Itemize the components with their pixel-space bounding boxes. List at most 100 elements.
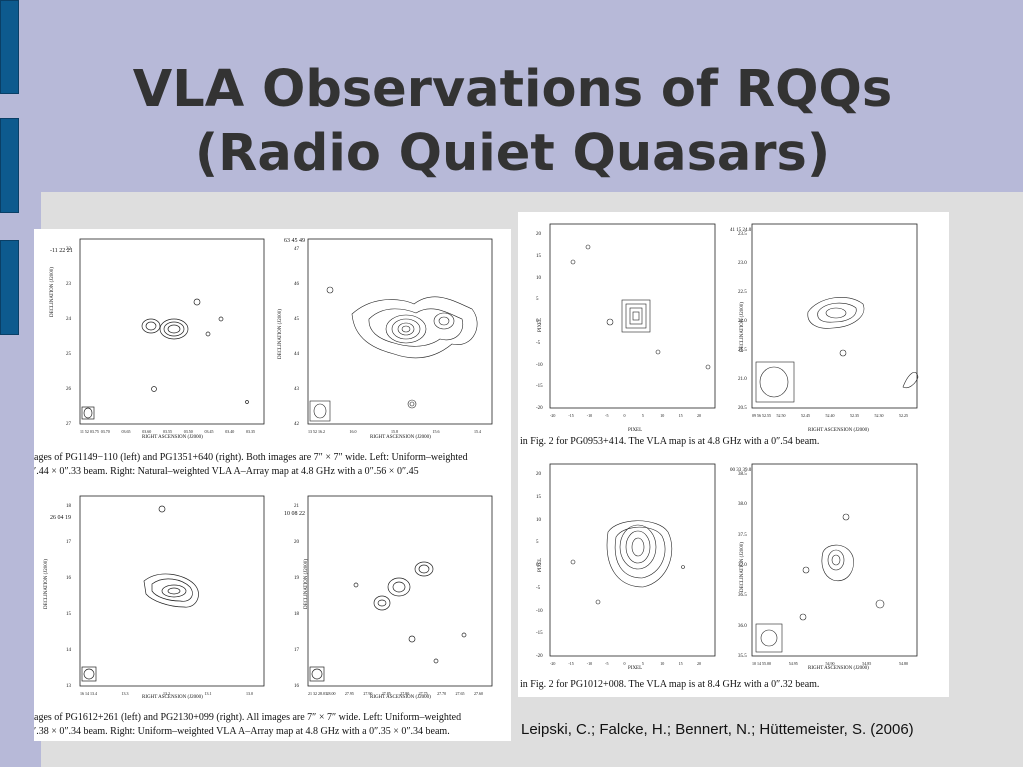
tl-xtick: 03.35 <box>246 429 255 434</box>
rbl-ytick: 10 <box>536 517 541 523</box>
bl-xtick: 13.3 <box>121 691 129 696</box>
rbl-ytick: -10 <box>536 608 543 614</box>
rbl-xtick: -15 <box>568 661 574 666</box>
rbr-ytick: 37.5 <box>738 532 747 538</box>
rbr-ytick: 38.0 <box>738 502 747 508</box>
left-figure-plots <box>79 238 493 687</box>
br-ytick: 17 <box>294 648 299 653</box>
rb-pixel-xlabel: PIXEL <box>628 666 643 671</box>
citation: Leipski, C.; Falcke, H.; Bennert, N.; Hü… <box>521 721 914 738</box>
bl-ytick: 14 <box>66 648 71 653</box>
rtr-ytick: 21.0 <box>738 377 747 382</box>
tr-ytick: 46 <box>294 282 299 287</box>
tr-ylabel: DECLINATION (J2000) <box>278 309 283 359</box>
br-ytick: 21 <box>294 504 299 509</box>
rbl-ytick: 0 <box>536 563 539 568</box>
rt-sky-corner: 41 15 24.0 <box>730 228 752 233</box>
bl-ytick: 16 <box>66 576 71 581</box>
rtr-ytick: 20.5 <box>738 406 747 411</box>
tl-xlabel: RIGHT ASCENSION (J2000) <box>142 435 203 440</box>
rtl-xtick: -10 <box>586 413 593 418</box>
rtl-xtick: -15 <box>568 413 574 418</box>
tr-xtick: 15.4 <box>474 429 481 434</box>
tl-xtick: 03.50 <box>183 429 193 434</box>
tl-corner-label: -11 22 21 <box>50 248 73 254</box>
rtr-ytick: 23.0 <box>738 261 747 266</box>
tr-xtick: 15.8 <box>391 429 398 434</box>
tl-xtick: 03.70 <box>100 429 110 434</box>
br-xtick: 27.60 <box>474 691 483 696</box>
tr-ytick: 42 <box>294 422 299 427</box>
rtl-ytick: 5 <box>536 297 539 303</box>
rbl-xtick: 0 <box>623 661 626 666</box>
tr-xtick: 16.0 <box>349 429 357 434</box>
rtl-xtick: 10 <box>660 413 665 418</box>
rtl-xtick: 5 <box>641 413 644 418</box>
rbl-xtick: 5 <box>641 661 644 666</box>
left-figure-image: -11 22 21 DECLINATION (J2000) RIGHT ASCE… <box>34 229 511 741</box>
br-xtick: 21 32 28.03 <box>308 691 327 696</box>
rtl-xtick: 0 <box>623 413 626 418</box>
br-ytick: 16 <box>294 684 299 689</box>
tr-xtick: 13 52 16.2 <box>308 429 325 434</box>
rtl-ytick: 10 <box>536 275 541 281</box>
br-xtick: 27.70 <box>437 691 447 696</box>
rtr-ytick: 21.5 <box>738 348 747 353</box>
tl-xtick: 11 52 03.75 <box>80 429 99 434</box>
br-xtick: 28.00 <box>326 691 336 696</box>
bl-xtick: 13.0 <box>246 691 253 696</box>
rtr-ytick: 22.5 <box>738 290 747 295</box>
bl-ytick: 15 <box>66 612 71 617</box>
br-xlabel: RIGHT ASCENSION (J2000) <box>370 695 431 700</box>
rt-sky-xlabel: RIGHT ASCENSION (J2000) <box>808 428 869 433</box>
rbl-xtick: -20 <box>550 661 556 666</box>
rbl-xtick: 15 <box>678 661 683 666</box>
tl-ytick: 24 <box>66 317 71 322</box>
br-xtick: 27.65 <box>455 691 465 696</box>
rtr-xtick: 09 56 52.55 <box>752 413 771 418</box>
title-line-2: (Radio Quiet Quasars) <box>194 124 831 183</box>
rtr-xtick: 52.35 <box>850 413 859 418</box>
bl-xtick: 13.2 <box>163 691 170 696</box>
br-xtick: 27.95 <box>344 691 354 696</box>
rbr-xtick: 10 14 55.00 <box>752 661 771 666</box>
tl-xtick: 03.40 <box>225 429 235 434</box>
rtl-ytick: -10 <box>536 362 543 368</box>
rt-pixel-xlabel: PIXEL <box>628 428 643 433</box>
right-figure-plots <box>549 223 919 657</box>
rtl-xtick: 15 <box>678 413 683 418</box>
rbl-ytick: -15 <box>536 631 543 637</box>
side-tab-1 <box>0 0 19 94</box>
bl-ylabel: DECLINATION (J2000) <box>44 559 49 609</box>
bl-xtick: 13.1 <box>204 691 212 696</box>
tl-xtick: 03.65 <box>121 429 131 434</box>
rbr-ytick: 36.5 <box>738 593 747 599</box>
title-line-1: VLA Observations of RQQs <box>132 60 893 119</box>
rbl-ytick: 20 <box>536 472 541 477</box>
bl-xtick: 16 14 13.4 <box>80 691 97 696</box>
rtr-xtick: 52.25 <box>899 413 908 418</box>
left-top-caption-line2: ′.44 × 0″.33 beam. Right: Natural–weight… <box>34 466 419 477</box>
tl-ytick: 27 <box>66 422 71 427</box>
rtl-xtick: 20 <box>697 413 701 418</box>
br-ytick: 19 <box>294 576 299 581</box>
br-corner-label: 10 08 22 <box>284 511 305 517</box>
tl-ytick: 26 <box>66 387 71 392</box>
rbr-ytick: 37.0 <box>738 563 747 568</box>
br-xtick: 27.80 <box>400 691 410 696</box>
side-tab-3 <box>0 240 19 335</box>
br-ytick: 20 <box>294 540 299 545</box>
rtr-xtick: 52.50 <box>776 413 786 418</box>
rbr-xtick: 54.80 <box>899 661 908 666</box>
rbl-ytick: -20 <box>536 654 543 659</box>
rbl-xtick: -10 <box>586 661 593 666</box>
tr-xlabel: RIGHT ASCENSION (J2000) <box>370 435 431 440</box>
bl-xlabel: RIGHT ASCENSION (J2000) <box>142 695 203 700</box>
rtl-ytick: -5 <box>536 340 541 346</box>
rtl-ytick: 0 <box>536 319 539 324</box>
tl-ylabel: DECLINATION (J2000) <box>50 267 55 317</box>
rbl-ytick: 15 <box>536 494 541 500</box>
rtl-ytick: -20 <box>536 406 543 411</box>
right-top-caption: in Fig. 2 for PG0953+414. The VLA map is… <box>520 436 820 447</box>
tr-xtick: 15.6 <box>432 429 440 434</box>
